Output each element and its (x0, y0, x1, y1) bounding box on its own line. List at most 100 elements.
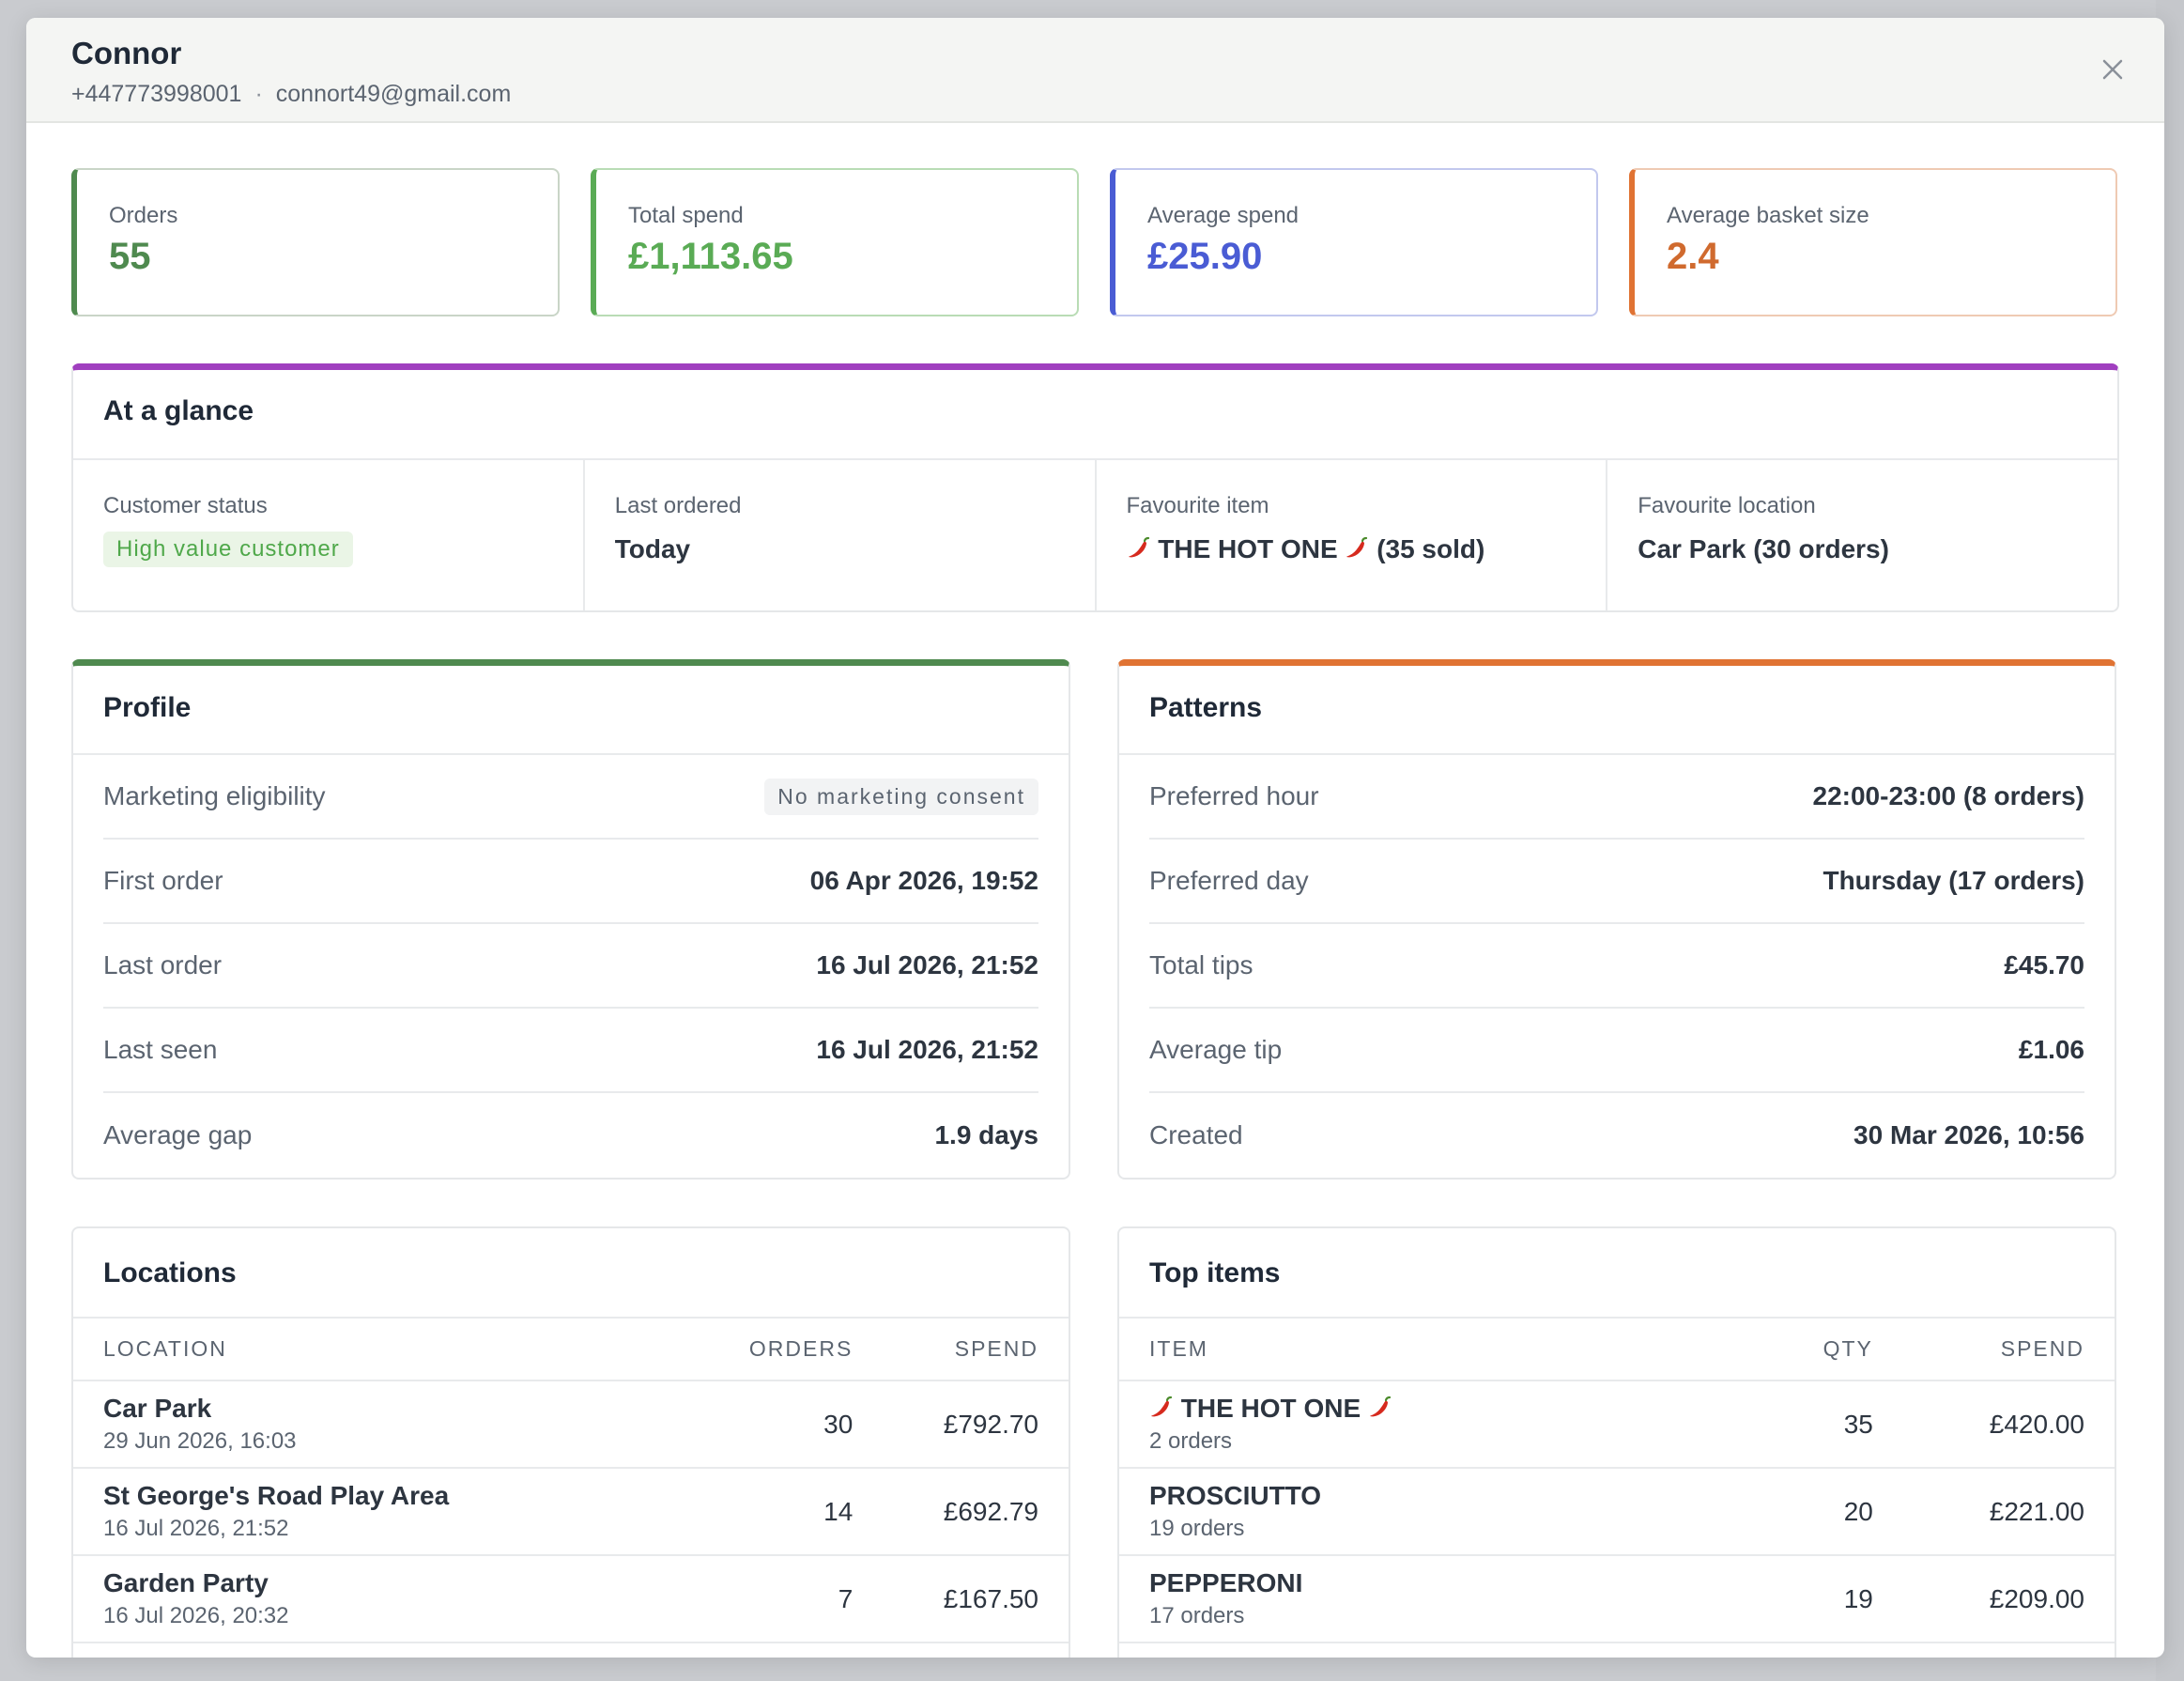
glance-label: Last ordered (614, 493, 742, 518)
close-button[interactable] (2097, 54, 2129, 85)
profile-row-last-seen: Last seen 16 Jul 2026, 21:52 (103, 1009, 1038, 1093)
top-items-table: ITEM QTY SPEND THE HOT ONE (1119, 1319, 2115, 1643)
column-header-item[interactable]: ITEM (1119, 1319, 1776, 1381)
location-name: Garden Party (103, 1568, 269, 1597)
patterns-row-total-tips: Total tips £45.70 (1149, 924, 2084, 1009)
row-value: 22:00-23:00 (8 orders) (1812, 781, 2084, 810)
item-orders: 17 orders (1149, 1603, 1245, 1628)
table-header-row: ITEM QTY SPEND (1119, 1319, 2115, 1381)
column-header-orders[interactable]: ORDERS (674, 1319, 854, 1381)
row-label: Preferred day (1149, 866, 1309, 895)
marketing-badge: No marketing consent (764, 778, 1038, 815)
table-row[interactable]: PROSCIUTTO 19 orders 20 £221.00 (1119, 1468, 2115, 1556)
spend-cell: £420.00 (1872, 1380, 2115, 1469)
row-label: Last order (103, 950, 223, 979)
spend-cell: £792.70 (853, 1380, 1069, 1469)
location-date: 16 Jul 2026, 20:32 (103, 1603, 289, 1628)
patterns-row-preferred-day: Preferred day Thursday (17 orders) (1149, 840, 2084, 924)
stat-value: £25.90 (1147, 236, 1263, 277)
profile-row-first-order: First order 06 Apr 2026, 19:52 (103, 840, 1038, 924)
patterns-list: Preferred hour 22:00-23:00 (8 orders) Pr… (1119, 755, 2115, 1178)
profile-row-marketing: Marketing eligibility No marketing conse… (103, 755, 1038, 840)
table-row[interactable]: Car Park 29 Jun 2026, 16:03 30 £792.70 (73, 1380, 1069, 1469)
row-label: Created (1149, 1120, 1243, 1149)
customer-email[interactable]: connort49@gmail.com (275, 81, 512, 107)
glance-label: Favourite location (1638, 493, 1816, 518)
location-name: St George's Road Play Area (103, 1481, 450, 1510)
row-value: Thursday (17 orders) (1823, 866, 2084, 895)
profile-card: Profile Marketing eligibility No marketi… (71, 659, 1070, 1180)
glance-label: Customer status (103, 493, 268, 518)
glance-favourite-item: Favourite item THE HOT ONE (35 sold) (1097, 460, 1608, 610)
stat-label: Average basket size (1667, 203, 1869, 228)
stat-label: Total spend (628, 203, 744, 228)
profile-list: Marketing eligibility No marketing conse… (73, 755, 1069, 1178)
column-header-qty[interactable]: QTY (1776, 1319, 1873, 1381)
location-cell: Garden Party 16 Jul 2026, 20:32 (73, 1555, 674, 1643)
customer-phone[interactable]: +447773998001 (71, 81, 242, 107)
stat-card-average-spend: Average spend £25.90 (1110, 168, 1598, 316)
spend-cell: £209.00 (1872, 1555, 2115, 1643)
chili-pepper-icon (1128, 536, 1149, 558)
card-title: Patterns (1119, 666, 2115, 755)
stat-label: Orders (109, 203, 178, 228)
stat-value: 55 (109, 236, 151, 277)
chili-pepper-icon (1346, 536, 1368, 558)
spend-cell: £221.00 (1872, 1468, 2115, 1556)
profile-patterns-row: Profile Marketing eligibility No marketi… (71, 659, 2119, 1180)
item-cell: THE HOT ONE 2 orders (1119, 1380, 1776, 1469)
orders-cell: 30 (674, 1380, 854, 1469)
item-cell: PEPPERONI 17 orders (1119, 1555, 1776, 1643)
column-header-spend[interactable]: SPEND (853, 1319, 1069, 1381)
stat-value: 2.4 (1667, 236, 1719, 277)
row-label: Marketing eligibility (103, 781, 326, 810)
table-row[interactable]: Garden Party 16 Jul 2026, 20:32 7 £167.5… (73, 1555, 1069, 1643)
patterns-row-created: Created 30 Mar 2026, 10:56 (1149, 1093, 2084, 1178)
glance-value: Car Park (30 orders) (1638, 534, 1889, 563)
row-value: 06 Apr 2026, 19:52 (809, 866, 1038, 895)
patterns-row-preferred-hour: Preferred hour 22:00-23:00 (8 orders) (1149, 755, 2084, 840)
status-badge: High value customer (103, 532, 353, 567)
table-row[interactable]: St George's Road Play Area 16 Jul 2026, … (73, 1468, 1069, 1556)
glance-label: Favourite item (1126, 493, 1269, 518)
card-title: At a glance (73, 370, 2117, 460)
row-value: 16 Jul 2026, 21:52 (816, 950, 1038, 979)
stat-card-average-basket: Average basket size 2.4 (1629, 168, 2117, 316)
table-row[interactable]: PEPPERONI 17 orders 19 £209.00 (1119, 1555, 2115, 1643)
glance-row: Customer status High value customer Last… (73, 460, 2117, 610)
favourite-item-name: THE HOT ONE (1158, 534, 1338, 563)
contact-separator: · (254, 81, 263, 107)
location-date: 29 Jun 2026, 16:03 (103, 1428, 297, 1454)
stat-card-total-spend: Total spend £1,113.65 (591, 168, 1079, 316)
item-name: THE HOT ONE (1180, 1394, 1361, 1423)
location-cell: Car Park 29 Jun 2026, 16:03 (73, 1380, 674, 1469)
orders-cell: 7 (674, 1555, 854, 1643)
item-orders: 2 orders (1149, 1428, 1233, 1454)
item-name: PEPPERONI (1149, 1568, 1303, 1597)
profile-row-average-gap: Average gap 1.9 days (103, 1093, 1038, 1178)
top-items-card: Top items ITEM QTY SPEND (1117, 1226, 2116, 1658)
table-row[interactable]: THE HOT ONE 2 orders 35 £420.00 (1119, 1380, 2115, 1469)
row-value: 1.9 days (934, 1120, 1038, 1149)
stat-value: £1,113.65 (628, 236, 793, 277)
at-a-glance-card: At a glance Customer status High value c… (71, 363, 2119, 612)
qty-cell: 19 (1776, 1555, 1873, 1643)
glance-value: THE HOT ONE (35 sold) (1127, 533, 1607, 565)
modal-body: Orders 55 Total spend £1,113.65 Average … (26, 123, 2164, 1658)
stat-card-orders: Orders 55 (71, 168, 560, 316)
spend-cell: £167.50 (853, 1555, 1069, 1643)
column-header-spend[interactable]: SPEND (1872, 1319, 2115, 1381)
location-cell: St George's Road Play Area 16 Jul 2026, … (73, 1468, 674, 1556)
qty-cell: 35 (1776, 1380, 1873, 1469)
close-icon (2102, 59, 2123, 80)
card-title: Top items (1119, 1228, 2115, 1319)
patterns-row-average-tip: Average tip £1.06 (1149, 1009, 2084, 1093)
row-value: 16 Jul 2026, 21:52 (816, 1035, 1038, 1064)
patterns-card: Patterns Preferred hour 22:00-23:00 (8 o… (1117, 659, 2116, 1180)
row-label: Last seen (103, 1035, 218, 1064)
chili-pepper-icon (1151, 1396, 1173, 1417)
row-label: Total tips (1149, 950, 1253, 979)
item-orders: 19 orders (1149, 1516, 1245, 1541)
glance-customer-status: Customer status High value customer (73, 460, 585, 610)
column-header-location[interactable]: LOCATION (73, 1319, 674, 1381)
